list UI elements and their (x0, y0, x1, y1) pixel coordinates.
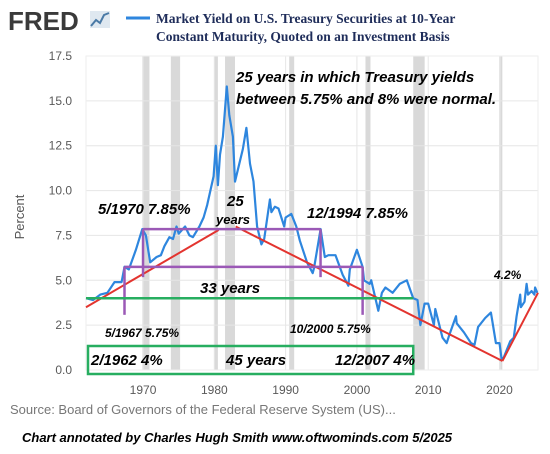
label-33-years: 33 years (200, 280, 260, 297)
x-tick-labels: 1970 1980 1990 2000 2010 2020 (130, 383, 513, 397)
x-tick-label: 2020 (486, 383, 513, 397)
headline-line-2: between 5.75% and 8% were normal. (236, 91, 496, 108)
annotations: 25 years in which Treasury yields betwee… (90, 69, 522, 369)
annotation-lines (85, 225, 539, 376)
trend-line (85, 229, 220, 309)
y-tick-label: 12.5 (49, 139, 73, 153)
series-layer (85, 85, 539, 361)
label-years: years (215, 212, 250, 227)
x-tick-label: 1970 (130, 383, 157, 397)
label-dec-2007: 12/2007 4% (335, 352, 415, 369)
fred-logo[interactable]: FRED (8, 6, 110, 36)
label-oct-2000: 10/2000 5.75% (290, 322, 371, 336)
label-25: 25 (226, 193, 244, 210)
x-tick-label: 2010 (415, 383, 442, 397)
floor-band-box (86, 344, 415, 376)
label-may-1967: 5/1967 5.75% (105, 326, 179, 340)
label-dec-1994: 12/1994 7.85% (307, 205, 408, 222)
gridlines (85, 55, 539, 371)
label-feb-1962: 2/1962 4% (90, 352, 163, 369)
footer-credit: Chart annotated by Charles Hugh Smith ww… (22, 430, 453, 445)
recession-band (225, 56, 236, 370)
label-current-yield: 4.2% (493, 268, 522, 282)
y-tick-labels: 0.0 2.5 5.0 7.5 10.0 12.5 15.0 17.5 (49, 49, 73, 377)
recession-band (170, 56, 181, 370)
yield-series-line (85, 85, 539, 361)
y-tick-label: 0.0 (55, 363, 72, 377)
fred-logo-text: FRED (8, 6, 79, 36)
x-tick-label: 1980 (201, 383, 228, 397)
source-text[interactable]: Source: Board of Governors of the Federa… (10, 402, 396, 417)
trend-line-chart-icon (90, 11, 110, 28)
trend-line (235, 225, 503, 362)
y-tick-label: 7.5 (55, 228, 72, 242)
trend-line (501, 292, 539, 362)
legend-line-1: Market Yield on U.S. Treasury Securities… (156, 11, 455, 26)
headline-line-1: 25 years in which Treasury yields (235, 69, 474, 86)
recession-band (365, 56, 371, 370)
y-tick-label: 5.0 (55, 273, 72, 287)
recession-band (500, 56, 503, 370)
y-tick-label: 10.0 (49, 184, 73, 198)
y-tick-label: 15.0 (49, 94, 73, 108)
x-tick-label: 1990 (272, 383, 299, 397)
label-45-years: 45 years (225, 352, 286, 369)
legend-line-2: Constant Maturity, Quoted on an Investme… (156, 29, 450, 44)
y-axis-label: Percent (12, 194, 27, 239)
recession-band (142, 56, 150, 370)
recession-band (413, 56, 425, 370)
y-tick-label: 2.5 (55, 318, 72, 332)
x-tick-label: 2000 (344, 383, 371, 397)
recession-band (214, 56, 218, 370)
plot-frame (85, 55, 539, 371)
legend: Market Yield on U.S. Treasury Securities… (126, 11, 455, 44)
y-tick-label: 17.5 (49, 49, 73, 63)
label-may-1970: 5/1970 7.85% (98, 201, 191, 218)
